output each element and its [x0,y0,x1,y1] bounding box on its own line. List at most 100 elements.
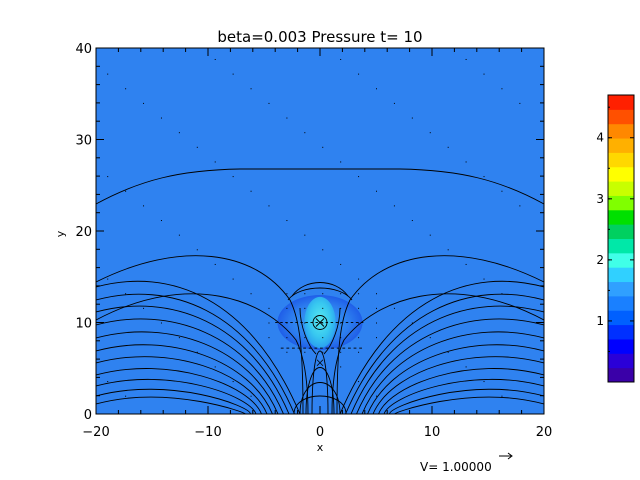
velocity-dot [465,58,467,60]
velocity-dot [214,58,216,60]
y-tick-label: 10 [75,317,92,332]
contour-line-left [96,280,301,414]
velocity-dot [232,278,234,280]
velocity-dot [232,176,234,178]
colorbar-segment [608,166,634,182]
velocity-dot [483,73,485,75]
velocity-dot [501,190,503,192]
colorbar-segment [608,209,634,225]
x-axis-label: x [317,441,324,454]
velocity-dot [322,337,324,339]
velocity-dot [358,278,360,280]
velocity-dot [376,395,377,397]
velocity-dot [178,234,180,236]
velocity-dot [304,307,306,309]
colorbar-segment [608,338,634,354]
contour-line-right [378,368,544,414]
velocity-dot [465,161,467,163]
velocity-dot [465,366,467,368]
chart-title: beta=0.003 Pressure t= 10 [217,28,422,46]
colorbar-segment [608,152,634,168]
velocity-dot [340,161,342,163]
y-tick-label: 20 [75,225,92,240]
velocity-dot [447,146,449,148]
colorbar-tick-label: 1 [596,314,604,328]
vector-reference: V= 1.00000 [420,452,513,474]
velocity-dot [519,307,521,309]
velocity-dot [322,351,324,353]
contour-line-right [394,396,544,414]
velocity-dot [304,293,306,295]
velocity-dot [286,337,288,339]
velocity-dot [322,293,324,295]
colorbar-segment [608,195,634,211]
contour-line-right [367,344,544,414]
contour-line-right [345,293,544,414]
center-x-mark [315,318,325,327]
velocity-dot [304,351,306,353]
contour-line-right [356,318,544,414]
velocity-dot [107,73,109,75]
velocity-dot [340,307,342,309]
contour-line-left [96,344,273,414]
contour-line-right [361,331,544,414]
colorbar-segment [608,267,634,283]
velocity-dot [304,132,306,134]
velocity-dot [429,234,431,236]
velocity-dot [411,322,413,324]
y-axis: 0 10 20 30 40 [75,42,544,423]
y-tick-label: 30 [75,134,92,149]
velocity-dot [519,102,521,104]
velocity-dot [340,337,342,339]
velocity-dot [340,322,342,324]
velocity-dot [304,234,306,236]
velocity-dot [340,293,342,295]
velocity-dot [250,88,252,90]
velocity-dot [304,322,306,324]
null-x-mark [316,359,324,367]
velocity-dot [358,176,360,178]
velocity-dot [429,337,431,339]
contour-line-left [96,293,295,414]
velocity-dot [107,176,109,178]
velocity-dot [286,322,288,324]
velocity-dot [125,88,127,90]
velocity-dot [483,278,485,280]
velocity-dot [107,381,109,383]
contour-line-left [96,356,268,414]
colorbar-tick-label: 2 [596,253,604,267]
velocity-dot [393,102,395,104]
y-axis-label: y [54,230,67,237]
colorbar-tick-label: 4 [596,131,604,145]
contour-line-left [96,396,246,414]
colorbar-segment [608,123,634,139]
velocity-dot [358,381,360,383]
colorbar-segment [608,252,634,268]
contour-line-arch [299,382,341,414]
contour-line-left [96,331,279,414]
velocity-dot [286,220,288,222]
colorbar-segment [608,138,634,153]
velocity-dot [286,351,288,353]
velocity-dot [286,117,288,119]
colorbar-segment [608,281,634,297]
velocity-dot [232,381,234,383]
colorbar-segment [608,324,634,340]
contour-line-right [389,388,544,414]
contour-lines [96,168,544,414]
velocity-dot [393,307,395,309]
colorbar-segment [608,367,634,383]
velocity-dot [411,117,413,119]
velocity-dot [447,351,449,353]
contour-line-left [96,368,262,414]
contour-line-arch [311,350,329,414]
contour-line-right [383,378,544,414]
contour-line-left [96,293,309,414]
velocity-dot [268,205,270,207]
plot-area [95,47,545,415]
velocity-dot [483,176,485,178]
colorbar-segment [608,353,634,369]
velocity-dot [232,73,234,75]
velocity-dot [268,322,270,324]
contour-line-left [96,378,257,414]
